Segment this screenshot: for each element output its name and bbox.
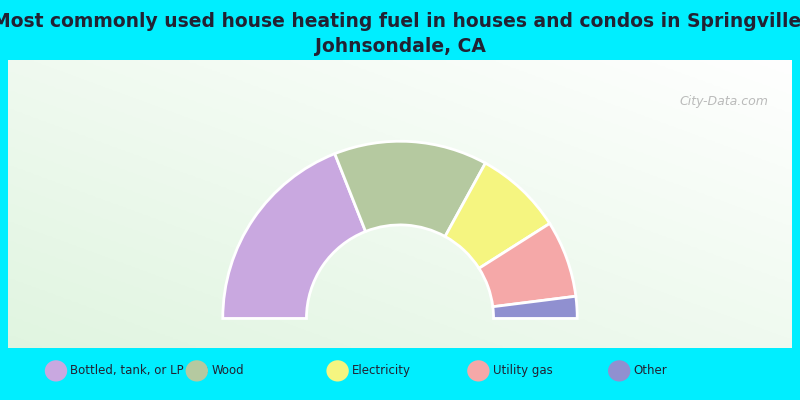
Text: Most commonly used house heating fuel in houses and condos in Springville-
Johns: Most commonly used house heating fuel in… — [0, 12, 800, 56]
Ellipse shape — [326, 360, 349, 382]
Text: Other: Other — [634, 364, 667, 377]
Wedge shape — [479, 224, 576, 307]
Wedge shape — [222, 154, 366, 318]
Text: Bottled, tank, or LP gas: Bottled, tank, or LP gas — [70, 364, 209, 377]
Ellipse shape — [467, 360, 490, 382]
Wedge shape — [445, 163, 550, 268]
Text: Utility gas: Utility gas — [493, 364, 553, 377]
Wedge shape — [493, 296, 578, 318]
Text: Electricity: Electricity — [352, 364, 411, 377]
Ellipse shape — [186, 360, 208, 382]
Wedge shape — [334, 141, 486, 236]
Ellipse shape — [45, 360, 67, 382]
Ellipse shape — [608, 360, 630, 382]
Text: City-Data.com: City-Data.com — [680, 94, 769, 108]
Text: Wood: Wood — [211, 364, 244, 377]
